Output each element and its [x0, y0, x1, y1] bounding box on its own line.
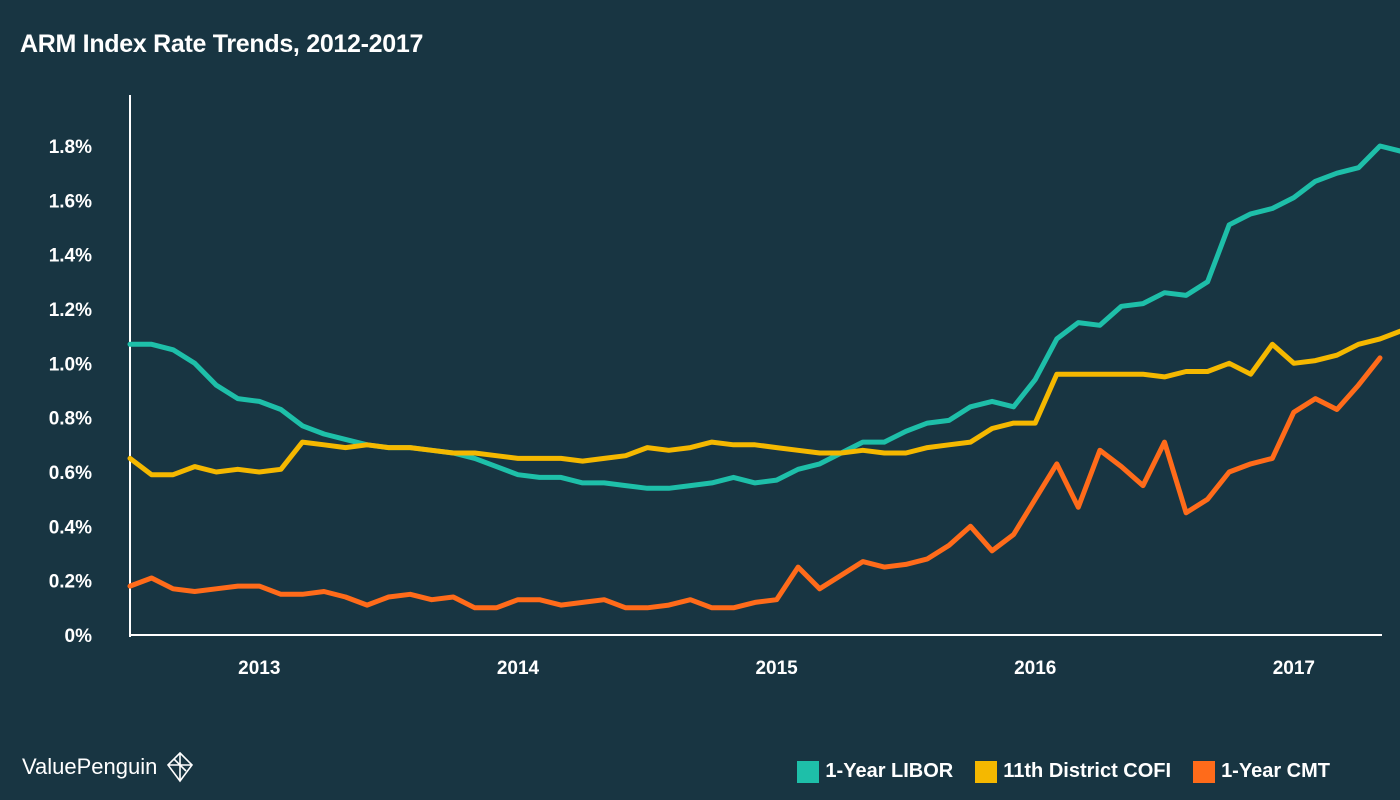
brand-logo: ValuePenguin	[22, 750, 197, 784]
legend-item-cofi: 11th District COFI	[975, 760, 1171, 783]
series-line-1-year-libor	[127, 143, 1400, 491]
y-tick-label: 1.0%	[49, 354, 92, 375]
chart-legend: 1-Year LIBOR 11th District COFI 1-Year C…	[797, 760, 1330, 783]
x-axis-ticks: 2013 2014 2015 2016 2017	[238, 658, 1315, 679]
series-line-11th-district-cofi	[127, 328, 1400, 478]
x-tick-label: 2013	[238, 658, 280, 679]
penguin-logo-icon	[167, 751, 194, 783]
series-group	[127, 143, 1400, 611]
x-tick-label: 2015	[755, 658, 798, 679]
legend-swatch-libor	[797, 760, 820, 783]
legend-swatch-cmt	[1193, 760, 1216, 783]
legend-item-cmt: 1-Year CMT	[1193, 760, 1330, 783]
series-line-1-year-cmt	[127, 355, 1383, 611]
legend-label-libor: 1-Year LIBOR	[825, 760, 954, 782]
legend-label-cmt: 1-Year CMT	[1221, 760, 1330, 782]
y-tick-label: 0%	[65, 626, 93, 647]
y-tick-label: 1.8%	[49, 137, 92, 158]
brand-name: ValuePenguin	[22, 754, 158, 779]
x-tick-label: 2014	[497, 658, 540, 679]
y-tick-label: 1.2%	[49, 300, 92, 321]
x-tick-label: 2017	[1273, 658, 1315, 679]
legend-label-cofi: 11th District COFI	[1003, 760, 1172, 782]
y-tick-label: 0.6%	[49, 463, 92, 484]
y-tick-label: 1.4%	[49, 246, 92, 267]
y-tick-label: 0.8%	[49, 409, 92, 430]
y-axis-ticks: 0% 0.2% 0.4% 0.6% 0.8% 1.0% 1.2% 1.4% 1.6% 1.8%	[49, 137, 92, 647]
legend-swatch-cofi	[975, 760, 998, 783]
y-tick-label: 0.2%	[49, 572, 92, 593]
x-tick-label: 2016	[1014, 658, 1056, 679]
y-tick-label: 0.4%	[49, 517, 92, 538]
legend-item-libor: 1-Year LIBOR	[797, 760, 953, 783]
chart-title: ARM Index Rate Trends, 2012-2017	[20, 30, 424, 58]
y-tick-label: 1.6%	[49, 191, 92, 212]
